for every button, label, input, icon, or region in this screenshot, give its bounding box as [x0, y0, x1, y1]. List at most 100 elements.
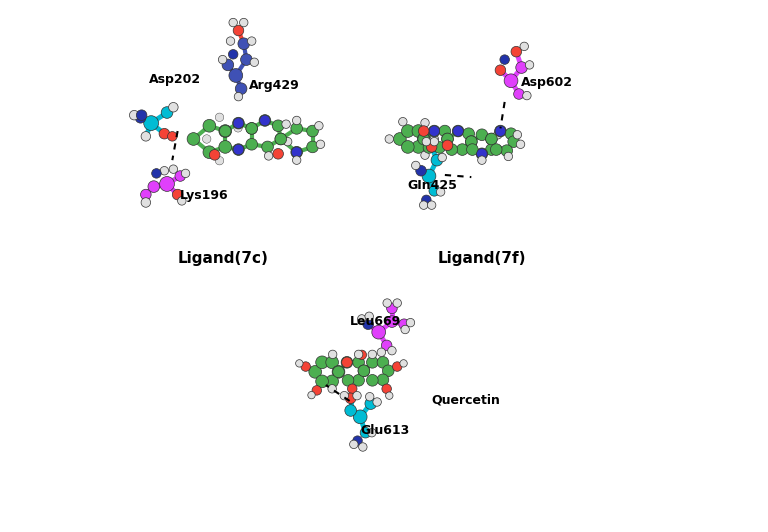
Text: Asp202: Asp202 — [148, 73, 200, 86]
Circle shape — [326, 356, 339, 369]
Circle shape — [160, 177, 174, 192]
Circle shape — [341, 356, 353, 368]
Circle shape — [264, 152, 273, 160]
Circle shape — [358, 365, 369, 377]
Circle shape — [177, 197, 186, 205]
Circle shape — [439, 125, 451, 137]
Circle shape — [345, 405, 356, 417]
Circle shape — [495, 125, 506, 137]
Circle shape — [358, 315, 366, 323]
Circle shape — [301, 362, 310, 371]
Circle shape — [316, 140, 325, 148]
Circle shape — [442, 133, 453, 145]
Circle shape — [477, 148, 487, 159]
Circle shape — [525, 61, 534, 69]
Circle shape — [308, 392, 315, 399]
Circle shape — [393, 299, 402, 307]
Circle shape — [418, 133, 429, 145]
Circle shape — [377, 348, 386, 356]
Circle shape — [238, 38, 250, 49]
Circle shape — [215, 113, 223, 121]
Circle shape — [203, 135, 211, 143]
Circle shape — [438, 153, 446, 162]
Circle shape — [366, 393, 374, 401]
Circle shape — [463, 128, 475, 139]
Circle shape — [309, 365, 322, 378]
Circle shape — [291, 147, 302, 157]
Circle shape — [421, 119, 429, 127]
Circle shape — [250, 58, 259, 66]
Circle shape — [346, 393, 356, 404]
Circle shape — [386, 392, 393, 400]
Text: Lys196: Lys196 — [180, 189, 229, 202]
Circle shape — [159, 128, 170, 139]
Circle shape — [368, 428, 376, 437]
Circle shape — [151, 169, 161, 178]
Circle shape — [293, 156, 301, 164]
Circle shape — [436, 188, 445, 196]
Circle shape — [494, 130, 502, 139]
Circle shape — [240, 54, 252, 65]
Circle shape — [354, 350, 362, 359]
Circle shape — [233, 25, 243, 36]
Circle shape — [426, 142, 437, 152]
Circle shape — [220, 125, 231, 137]
Circle shape — [412, 140, 425, 153]
Circle shape — [508, 136, 519, 147]
Circle shape — [316, 375, 329, 388]
Circle shape — [494, 145, 502, 154]
Circle shape — [219, 140, 232, 153]
Circle shape — [357, 350, 366, 360]
Circle shape — [399, 118, 407, 126]
Circle shape — [332, 365, 345, 378]
Circle shape — [452, 125, 464, 137]
Circle shape — [442, 140, 453, 151]
Circle shape — [353, 356, 365, 368]
Circle shape — [400, 360, 407, 367]
Circle shape — [419, 201, 428, 210]
Circle shape — [141, 131, 151, 141]
Circle shape — [342, 357, 353, 368]
Circle shape — [141, 189, 151, 200]
Circle shape — [478, 156, 486, 164]
Circle shape — [359, 443, 367, 451]
Text: GIn425: GIn425 — [408, 179, 458, 192]
Circle shape — [340, 392, 349, 400]
Circle shape — [516, 62, 528, 73]
Circle shape — [476, 148, 488, 160]
Circle shape — [358, 365, 369, 377]
Text: Ligand(7c): Ligand(7c) — [177, 251, 268, 265]
Circle shape — [233, 117, 244, 129]
Circle shape — [422, 195, 431, 205]
Text: Asp602: Asp602 — [521, 76, 572, 89]
Circle shape — [453, 126, 463, 136]
Circle shape — [366, 356, 378, 368]
Circle shape — [326, 375, 339, 388]
Circle shape — [393, 132, 406, 145]
Circle shape — [343, 375, 354, 386]
Circle shape — [466, 144, 478, 155]
Circle shape — [429, 125, 440, 137]
Circle shape — [417, 132, 430, 145]
Circle shape — [312, 386, 322, 395]
Circle shape — [430, 137, 439, 146]
Circle shape — [520, 42, 528, 51]
Circle shape — [273, 148, 283, 159]
Circle shape — [282, 120, 290, 128]
Circle shape — [511, 46, 521, 57]
Circle shape — [415, 165, 426, 176]
Circle shape — [422, 169, 436, 183]
Circle shape — [333, 366, 344, 378]
Circle shape — [233, 146, 242, 154]
Text: Glu613: Glu613 — [360, 425, 409, 437]
Circle shape — [402, 124, 414, 137]
Circle shape — [429, 126, 439, 136]
Circle shape — [353, 410, 367, 423]
Circle shape — [377, 356, 389, 368]
Circle shape — [513, 130, 521, 139]
Circle shape — [233, 123, 242, 132]
Circle shape — [169, 103, 178, 112]
Circle shape — [161, 167, 169, 175]
Circle shape — [141, 198, 151, 207]
Circle shape — [392, 362, 402, 371]
